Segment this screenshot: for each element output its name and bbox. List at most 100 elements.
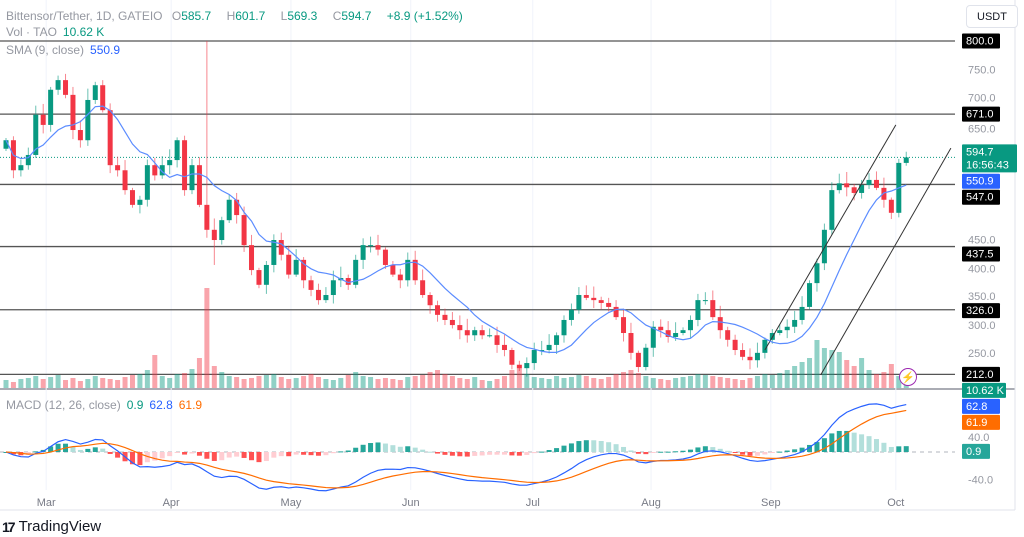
high-value: 601.7 (235, 9, 266, 23)
tradingview-branding[interactable]: 17 TradingView (2, 518, 101, 535)
price-tick-label: 750.0 (968, 64, 996, 76)
macd-histogram-bar (725, 450, 731, 452)
price-tick-label: 450.0 (968, 234, 996, 246)
last-price-tag: 594.7 (966, 146, 994, 158)
candle-body (55, 80, 61, 90)
volume-bar (449, 376, 455, 388)
volume-bar (859, 358, 865, 388)
macd-histogram-bar (353, 447, 359, 452)
volume-bar (501, 376, 507, 388)
macd-histogram-bar (546, 450, 552, 452)
volume-bar (568, 377, 574, 388)
macd-label: MACD (12, 26, close) (6, 398, 121, 412)
macd-histogram-bar (25, 452, 31, 455)
macd-histogram-bar (621, 446, 627, 452)
price-tick-label: 350.0 (968, 291, 996, 303)
volume-bar (888, 364, 894, 388)
macd-histogram-bar (896, 446, 902, 452)
currency-button[interactable]: USDT (966, 5, 1018, 28)
candle-body (732, 339, 738, 351)
volume-bar (896, 376, 902, 388)
x-tick-label: Jul (526, 497, 540, 509)
volume-bar (747, 378, 753, 388)
candle-body (702, 300, 708, 302)
macd-histogram-bar (271, 452, 277, 458)
macd-histogram-bar (531, 452, 537, 454)
macd-histogram-bar (375, 442, 381, 452)
macd-histogram-bar (844, 430, 850, 452)
macd-tick-label: 40.0 (968, 432, 989, 444)
volume-bar (353, 372, 359, 388)
level-price-tag-bg (962, 106, 1000, 122)
volume-bar (598, 379, 604, 388)
channel-trendline (764, 124, 897, 351)
volume-bar (167, 378, 173, 388)
macd-histogram-bar (338, 451, 344, 453)
volume-bar (687, 376, 693, 388)
candle-body (509, 350, 515, 365)
candle-body (420, 280, 426, 296)
volume-bar (271, 374, 277, 388)
open-label: O (171, 9, 182, 23)
volume-bar (18, 379, 24, 388)
candle-body (353, 259, 359, 285)
macd-histogram-bar (323, 452, 329, 456)
level-price-tag-bg (962, 189, 1000, 205)
low-value: 569.3 (287, 9, 318, 23)
volume-bar (762, 374, 768, 388)
candle-body (635, 352, 641, 368)
candle-body (807, 283, 813, 307)
volume-bar (516, 368, 522, 388)
level-price-tag: 671.0 (966, 109, 994, 121)
candle-body (174, 140, 180, 161)
candle-body (122, 170, 128, 191)
volume-bar (315, 377, 321, 388)
candle-body (606, 302, 612, 307)
volume-bar (323, 379, 329, 388)
macd-histogram-bar (234, 452, 240, 457)
candle-body (673, 333, 679, 337)
candle-body (814, 263, 820, 284)
macd-histogram-bar (449, 452, 455, 456)
macd-histogram-bar (397, 446, 403, 452)
level-price-tag-bg (962, 366, 1000, 382)
candle-body (501, 344, 507, 351)
volume-bar (769, 375, 775, 388)
macd-histogram-bar (702, 446, 708, 452)
candle-body (435, 305, 441, 315)
macd-histogram-bar (717, 448, 723, 452)
macd-histogram-bar (278, 452, 284, 457)
candle-body (85, 99, 91, 141)
macd-histogram-bar (286, 452, 292, 457)
macd-histogram-bar (799, 447, 805, 452)
x-tick-label: May (281, 497, 302, 509)
macd-histogram-bar (539, 451, 545, 453)
candle-body (621, 317, 627, 334)
candle-body (137, 199, 143, 205)
volume-bar (382, 378, 388, 388)
volume-bar (866, 370, 872, 388)
macd-histogram-bar (554, 448, 560, 452)
macd-histogram-bar (628, 450, 634, 452)
volume-bar (77, 381, 83, 388)
candle-body (576, 295, 582, 310)
volume-bar (457, 378, 463, 388)
candle-body (375, 245, 381, 250)
macd-histogram-bar (360, 444, 366, 452)
lightning-icon[interactable]: ⚡ (899, 368, 917, 386)
x-tick-label: Oct (887, 497, 904, 509)
volume-bar (673, 378, 679, 388)
macd-histogram-bar (680, 450, 686, 452)
candle-body (472, 330, 478, 336)
macd-histogram-bar (561, 445, 567, 452)
macd-histogram-bar (412, 447, 418, 452)
volume-legend: Vol · TAO 10.62 K (6, 25, 110, 39)
candle-body (234, 199, 240, 216)
level-price-tag: 212.0 (966, 369, 994, 381)
candle-body (263, 264, 269, 285)
candle-body (725, 330, 731, 340)
volume-bar (635, 373, 641, 388)
candle-body (226, 199, 232, 221)
candle-body (293, 259, 299, 275)
